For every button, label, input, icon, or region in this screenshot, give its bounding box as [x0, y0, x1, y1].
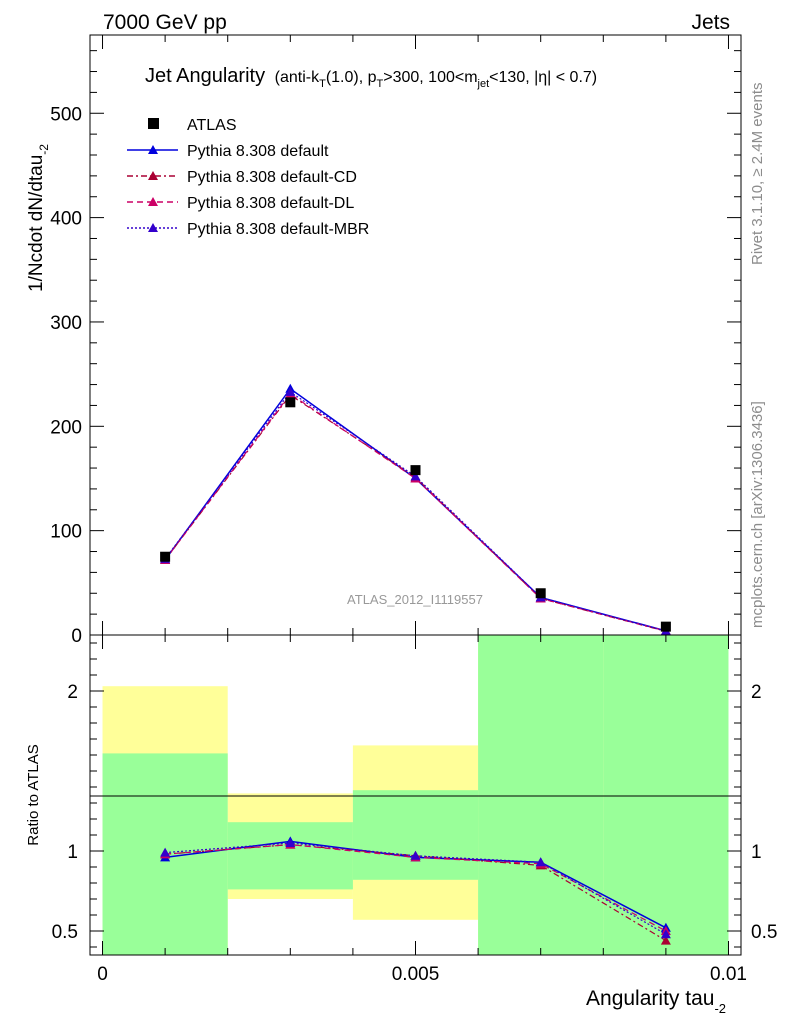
ratio-tick-label-left: 2: [67, 682, 78, 703]
atlas-data-point: [285, 397, 296, 408]
legend: ATLAS Pythia 8.308 default Pythia 8.308 de…: [127, 117, 369, 238]
legend-label-1: Pythia 8.308 default: [187, 143, 329, 160]
atlas-data-point: [660, 621, 671, 632]
rivet-label: Rivet 3.1.10, ≥ 2.4M events: [749, 83, 766, 266]
header-left: 7000 GeV pp: [103, 11, 227, 34]
x-tick-label: 0.01: [710, 964, 747, 985]
ratio-tick-label-left: 0.5: [52, 922, 78, 943]
x-axis-label: Angularity tau-2: [586, 987, 726, 1016]
title-part-3: >300, 100<m: [383, 69, 477, 86]
title-main: Jet Angularity: [145, 65, 265, 87]
y-tick-label: 300: [50, 313, 82, 334]
legend-label-0: ATLAS: [187, 117, 237, 134]
ratio-tick-label-right: 1: [751, 842, 762, 863]
atlas-data-point: [535, 588, 546, 599]
analysis-tag: ATLAS_2012_I1119557: [347, 592, 483, 607]
ratio-tick-label-right: 2: [751, 682, 762, 703]
plot-title: Jet Angularity (anti-kT(1.0), pT>300, 10…: [145, 65, 597, 90]
ratio-tick-label-left: 1: [67, 842, 78, 863]
ratio-tick-label-right: 0.5: [751, 922, 777, 943]
legend-marker-3: [148, 197, 158, 206]
ratio-point-3: [160, 847, 171, 857]
main-series: [160, 383, 671, 636]
title-sub-2: T: [377, 78, 384, 90]
atlas-data-point: [160, 551, 171, 562]
legend-marker-1: [148, 145, 158, 154]
x-tick-label: 0.005: [392, 964, 440, 985]
y-tick-label: 500: [50, 104, 82, 125]
ratio-band-green-2: [352, 790, 479, 880]
title-part-2: (1.0), p: [326, 69, 377, 86]
ratio-axes: 0.5 0.5 1 1 2 2 0 0.005 0.01: [52, 635, 777, 985]
y-tick-label: 0: [71, 626, 82, 647]
ratio-series: [160, 836, 671, 945]
atlas-data-point: [410, 465, 421, 476]
ratio-band-green-4: [603, 635, 729, 955]
series-point-3: [285, 386, 296, 396]
title-part-1: (anti-k: [275, 69, 320, 86]
ratio-point-1: [660, 935, 671, 945]
x-tick-label: 0: [97, 964, 108, 985]
ratio-band-green-3: [478, 635, 604, 955]
y-axis-label-main: 1/Ncdot dN/dtau-2: [26, 144, 51, 292]
ratio-uncertainty-bands: [102, 635, 729, 955]
legend-marker-2: [148, 171, 158, 180]
series-line-2: [164, 393, 667, 632]
series-point-3: [410, 471, 421, 481]
ratio-line-3: [165, 842, 667, 935]
ratio-line-1: [165, 843, 667, 942]
main-axes: 0 100 200 300 400 500: [50, 35, 741, 647]
legend-marker-4: [148, 223, 158, 232]
y-tick-label: 400: [50, 209, 82, 230]
title-sub-3: jet: [477, 78, 490, 90]
ratio-point-3: [535, 857, 546, 867]
series-line-3: [164, 391, 667, 632]
ratio-point-3: [285, 838, 296, 847]
ratio-band-green-1: [227, 822, 353, 890]
ratio-point-3: [410, 850, 421, 860]
legend-marker-0: [148, 118, 159, 129]
ratio-point-3: [660, 929, 671, 939]
ratio-plot-frame: [89, 634, 742, 956]
legend-label-2: Pythia 8.308 default-CD: [187, 169, 357, 186]
title-sub-1: T: [319, 78, 326, 90]
title-part-4: <130, |η| < 0.7): [489, 69, 597, 86]
y-axis-label-ratio: Ratio to ATLAS: [25, 744, 42, 845]
y-tick-label: 100: [50, 522, 82, 543]
y-tick-label: 200: [50, 417, 82, 438]
header-right: Jets: [691, 11, 730, 34]
legend-label-3: Pythia 8.308 default-DL: [187, 195, 354, 212]
mcplots-label: mcplots.cern.ch [arXiv:1306.3436]: [749, 401, 766, 628]
legend-label-4: Pythia 8.308 default-MBR: [187, 221, 369, 238]
